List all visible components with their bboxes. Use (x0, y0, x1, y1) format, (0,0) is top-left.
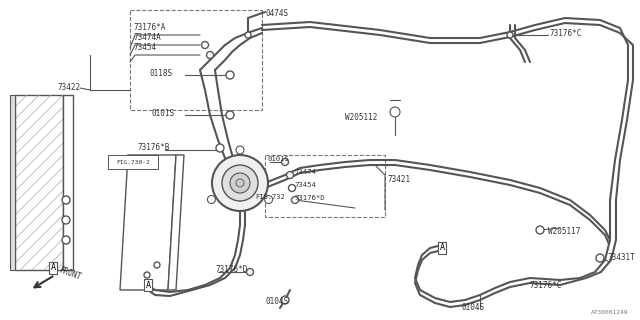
Circle shape (62, 196, 70, 204)
Circle shape (227, 112, 233, 118)
Text: 73421: 73421 (388, 175, 411, 185)
Polygon shape (168, 155, 184, 290)
Text: W205112: W205112 (345, 114, 378, 123)
Circle shape (536, 226, 544, 234)
Circle shape (202, 42, 209, 49)
Circle shape (230, 173, 250, 193)
Circle shape (62, 216, 70, 224)
Bar (108, 155, 158, 169)
Text: 73176*C: 73176*C (550, 28, 582, 37)
Circle shape (207, 52, 214, 59)
Text: 73176*D: 73176*D (294, 195, 324, 201)
Text: A: A (51, 263, 56, 273)
Text: FIG.732: FIG.732 (255, 194, 285, 200)
Text: A730001249: A730001249 (591, 310, 628, 315)
Circle shape (236, 146, 244, 154)
Text: W205117: W205117 (548, 228, 580, 236)
Circle shape (236, 179, 244, 187)
Text: 73176*A: 73176*A (133, 22, 165, 31)
Text: 73176*C: 73176*C (530, 281, 563, 290)
Circle shape (507, 32, 513, 38)
Text: 0101S: 0101S (268, 156, 290, 162)
Text: A: A (440, 244, 445, 252)
Bar (15, 95, 63, 270)
Text: A: A (145, 281, 150, 290)
Text: 0104S: 0104S (265, 298, 288, 307)
Circle shape (222, 165, 258, 201)
Circle shape (226, 111, 234, 119)
Bar (63, 95, 73, 270)
Text: 73176*D: 73176*D (215, 266, 248, 275)
Text: 73176*B: 73176*B (138, 143, 170, 153)
Text: 73422: 73422 (58, 84, 81, 92)
Circle shape (281, 296, 289, 304)
Circle shape (246, 268, 253, 276)
Text: 73454: 73454 (294, 182, 316, 188)
Circle shape (207, 196, 216, 204)
Circle shape (390, 107, 400, 117)
Circle shape (264, 196, 273, 204)
Circle shape (289, 185, 296, 191)
Text: FIG.730-2: FIG.730-2 (116, 159, 150, 164)
Bar (10, 95, 15, 270)
Circle shape (144, 272, 150, 278)
Polygon shape (120, 155, 176, 290)
Circle shape (287, 172, 294, 179)
Text: 73474: 73474 (294, 169, 316, 175)
Text: 0104S: 0104S (462, 303, 485, 313)
Text: 0474S: 0474S (265, 9, 288, 18)
Circle shape (226, 71, 234, 79)
Circle shape (154, 262, 160, 268)
Circle shape (216, 144, 224, 152)
Circle shape (62, 236, 70, 244)
Text: 73474A: 73474A (133, 33, 161, 42)
Circle shape (291, 196, 298, 204)
Bar (265, 155, 385, 217)
Circle shape (212, 155, 268, 211)
Bar (130, 10, 262, 110)
Circle shape (596, 254, 604, 262)
Text: FRONT: FRONT (57, 266, 82, 282)
Text: 73454: 73454 (133, 43, 156, 52)
Text: 0101S: 0101S (152, 108, 175, 117)
Text: 0118S: 0118S (150, 68, 173, 77)
Text: 73431T: 73431T (608, 253, 636, 262)
Circle shape (282, 158, 289, 165)
Circle shape (245, 32, 251, 38)
